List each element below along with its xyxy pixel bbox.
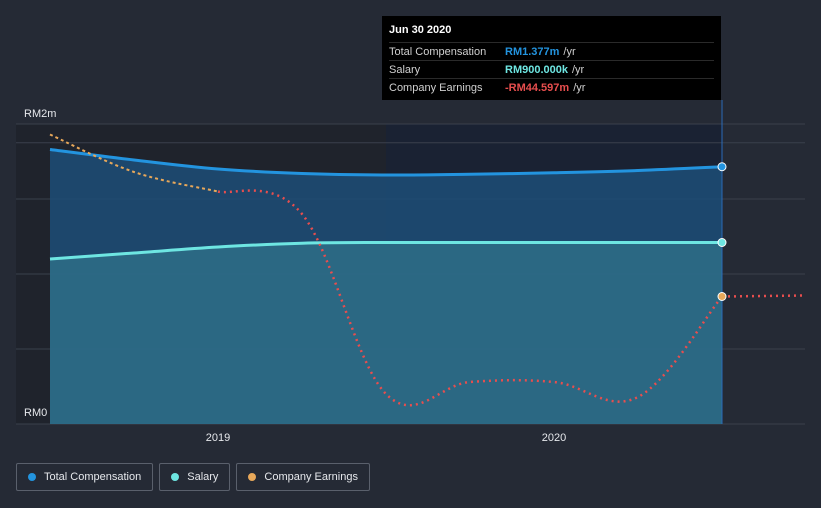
company-earnings-point[interactable] [717,292,727,301]
salary-point[interactable] [717,238,727,247]
tooltip-value: RM900.000k [505,63,568,76]
legend-item-salary[interactable]: Salary [159,463,231,491]
y-tick-label-top: RM2m [24,108,56,120]
x-tick-label-2020: 2020 [542,432,566,444]
legend-dot-icon [248,473,257,481]
tooltip-row-salary: Salary RM900.000k /yr [389,60,714,78]
legend-item-company-earnings[interactable]: Company Earnings [236,463,370,491]
tooltip-value: RM1.377m [505,45,560,58]
legend-dot-icon [28,473,36,481]
salary-area [50,242,722,424]
tooltip-date: Jun 30 2020 [389,24,452,36]
tooltip-unit: /yr [563,45,576,58]
y-tick-label-bottom: RM0 [24,407,47,419]
legend-dot-icon [171,473,180,481]
tooltip-row-total-compensation: Total Compensation RM1.377m /yr [389,42,714,60]
total-compensation-point[interactable] [717,162,727,172]
tooltip-value: -RM44.597m [505,81,570,94]
company-earnings-extension [721,294,806,298]
x-tick-label-2019: 2019 [206,432,230,444]
legend-label: Total Compensation [44,471,142,483]
legend-item-total-compensation[interactable]: Total Compensation [16,463,154,491]
total-compensation-line [49,148,723,177]
tooltip-label: Salary [389,63,421,76]
tooltip-row-company-earnings: Company Earnings -RM44.597m /yr [389,78,714,96]
tooltip-unit: /yr [572,63,585,76]
company-earnings-line-early [49,133,219,193]
company-earnings-line [217,189,723,407]
tooltip-label: Total Compensation [389,45,487,58]
chart-legend: Total Compensation Salary Company Earnin… [16,463,370,491]
tooltip-unit: /yr [573,81,586,94]
legend-label: Salary [187,471,219,483]
tooltip-label: Company Earnings [389,81,483,94]
legend-label: Company Earnings [264,471,358,483]
chart-tooltip: Jun 30 2020 Total Compensation RM1.377m … [382,16,721,100]
salary-line [49,240,722,261]
